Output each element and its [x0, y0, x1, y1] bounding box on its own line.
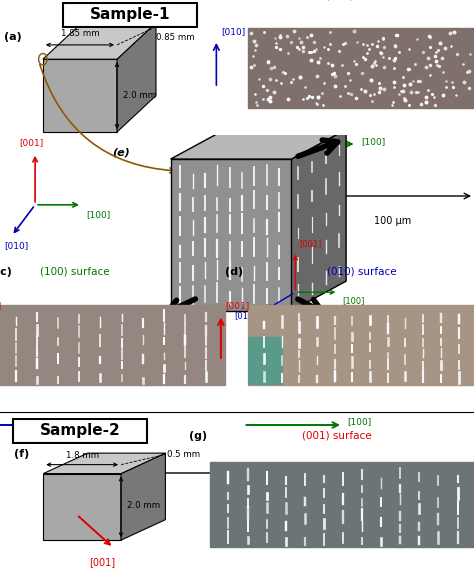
- FancyBboxPatch shape: [63, 3, 197, 27]
- Polygon shape: [43, 59, 117, 132]
- Text: [001]: [001]: [0, 302, 2, 310]
- Text: [100]: [100]: [347, 417, 372, 426]
- Text: (g): (g): [189, 431, 207, 441]
- Text: 0.5 mm: 0.5 mm: [167, 450, 201, 459]
- Text: [001]: [001]: [226, 302, 250, 310]
- Text: (001) surface: (001) surface: [302, 431, 372, 441]
- Text: 1.85 mm: 1.85 mm: [61, 30, 99, 38]
- Text: [010]: [010]: [4, 241, 28, 250]
- Text: 2.0 mm: 2.0 mm: [127, 501, 160, 510]
- Polygon shape: [171, 130, 346, 159]
- Text: 0.85 mm: 0.85 mm: [156, 32, 195, 42]
- Text: (010) surface: (010) surface: [327, 267, 397, 277]
- FancyArrowPatch shape: [40, 64, 175, 173]
- Text: 100 μm: 100 μm: [374, 493, 411, 503]
- Text: [001]: [001]: [299, 239, 322, 248]
- Text: (c): (c): [0, 267, 12, 277]
- Text: (e): (e): [112, 148, 130, 158]
- Polygon shape: [43, 453, 165, 474]
- Text: 100 μm: 100 μm: [374, 216, 411, 226]
- Text: 1.8 mm: 1.8 mm: [65, 450, 99, 460]
- Text: (a): (a): [4, 32, 22, 42]
- Text: [100]: [100]: [342, 296, 365, 305]
- Polygon shape: [292, 130, 346, 311]
- Text: [001]: [001]: [90, 557, 116, 567]
- Text: (f): (f): [14, 449, 29, 459]
- Text: 100 μm: 100 μm: [126, 493, 163, 503]
- Text: [010]: [010]: [221, 27, 245, 36]
- Text: Sample-2: Sample-2: [40, 423, 120, 438]
- Text: [010]: [010]: [234, 311, 256, 320]
- Text: (100) surface: (100) surface: [40, 267, 110, 277]
- Text: Sample-1: Sample-1: [90, 7, 170, 22]
- Polygon shape: [171, 159, 292, 311]
- Bar: [248, 337, 282, 385]
- FancyBboxPatch shape: [13, 419, 147, 443]
- Text: (d): (d): [226, 267, 244, 277]
- Polygon shape: [43, 474, 121, 540]
- Polygon shape: [121, 453, 165, 540]
- Polygon shape: [117, 23, 156, 132]
- Text: [001]: [001]: [19, 138, 43, 148]
- Text: [100]: [100]: [86, 210, 110, 219]
- Text: [100]: [100]: [361, 137, 385, 146]
- Text: [010]: [010]: [99, 417, 123, 426]
- Polygon shape: [43, 23, 156, 59]
- Text: 2.0 mm: 2.0 mm: [123, 91, 156, 100]
